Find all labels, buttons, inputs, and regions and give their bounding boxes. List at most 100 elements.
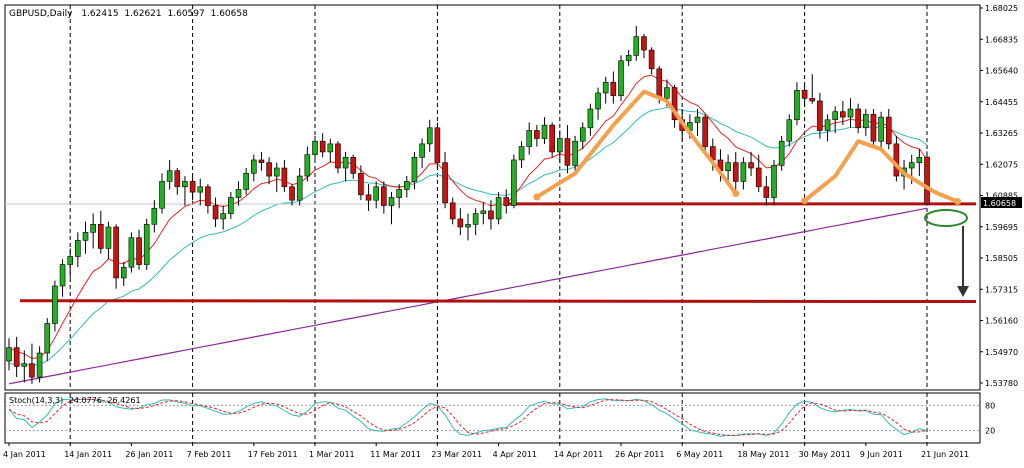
bull-candle <box>166 170 173 182</box>
bull-candle <box>59 264 66 287</box>
bear-candle <box>319 140 326 153</box>
bull-candle <box>595 92 601 110</box>
bull-candle <box>304 154 311 177</box>
bull-candle <box>832 111 839 121</box>
bear-candle <box>136 237 142 265</box>
bear-candle <box>174 170 181 188</box>
bull-candle <box>419 143 425 158</box>
stochastic-oscillator: 80 20 <box>5 398 995 437</box>
bull-candle <box>556 138 563 153</box>
bull-candle <box>740 162 747 182</box>
bull-candle <box>625 55 632 62</box>
head-shoulders-pattern <box>533 89 969 297</box>
bull-candle <box>694 116 701 123</box>
bear-candle <box>335 143 341 169</box>
bull-candle <box>541 124 548 139</box>
bear-candle <box>656 68 663 99</box>
x-tick-label: 17 Feb 2011 <box>248 450 298 459</box>
bull-candle <box>778 140 785 166</box>
bull-candle <box>182 181 188 188</box>
bear-candle <box>457 218 464 228</box>
x-tick-label: 7 Feb 2011 <box>187 450 232 459</box>
bear-candle <box>801 89 808 99</box>
x-tick-label: 26 Apr 2011 <box>615 450 664 459</box>
bull-candle <box>472 213 479 225</box>
current-price-box <box>981 197 1022 208</box>
y-tick-label: 1.68025 <box>985 4 1018 13</box>
bull-candle <box>197 186 204 193</box>
bull-candle <box>396 189 402 198</box>
bull-candle <box>526 130 533 147</box>
x-tick-label: 26 Jan 2011 <box>125 450 173 459</box>
y-tick-label: 1.65640 <box>985 67 1018 76</box>
bear-candle <box>648 49 655 70</box>
bull-candle <box>120 266 127 279</box>
bear-candle <box>732 162 739 182</box>
ma-mid-line <box>8 106 928 366</box>
bull-candle <box>44 323 51 354</box>
bear-candle <box>98 224 104 249</box>
bear-candle <box>885 116 892 145</box>
right-shoulder-curve <box>802 139 960 204</box>
bear-candle <box>358 173 364 196</box>
bull-candle <box>786 119 793 142</box>
y-tick-label: 1.66835 <box>985 35 1018 44</box>
current-price-label: 1.60658 <box>983 199 1016 208</box>
close-value: 1.60658 <box>211 9 248 19</box>
bull-candle <box>373 186 380 201</box>
bear-candle <box>350 156 357 174</box>
bear-candle <box>442 162 448 204</box>
x-tick-label: 4 Jan 2011 <box>3 450 46 459</box>
stoch-main-line <box>8 398 928 437</box>
time-axis: 4 Jan 2011 14 Jan 2011 26 Jan 2011 7 Feb 20… <box>3 443 969 459</box>
stoch-main-value: 24.0776 <box>69 396 102 405</box>
bull-candle <box>67 256 73 265</box>
bull-candle <box>794 89 800 121</box>
y-tick-label: 1.64455 <box>985 98 1018 107</box>
bear-candle <box>809 98 816 102</box>
bull-candle <box>602 81 609 94</box>
bear-candle <box>549 124 555 153</box>
bear-candle <box>748 162 754 169</box>
bull-candle <box>342 156 349 169</box>
bull-candle <box>916 156 923 163</box>
y-tick-label: 1.59695 <box>985 223 1018 232</box>
target-arrow-head <box>957 286 969 297</box>
x-tick-label: 11 Mar 2011 <box>370 450 421 459</box>
pattern-endpoint <box>954 198 962 206</box>
bull-candle <box>273 167 280 177</box>
bull-candle <box>664 87 670 99</box>
bull-candle <box>143 224 150 265</box>
bull-candle <box>312 140 318 155</box>
x-tick-label: 18 May 2011 <box>737 450 789 459</box>
bull-candle <box>235 189 242 198</box>
y-tick-label: 1.56160 <box>985 317 1018 326</box>
bull-candle <box>847 108 854 118</box>
main-panel-frame <box>4 4 981 391</box>
target-support-line <box>19 299 977 304</box>
x-tick-label: 4 Apr 2011 <box>493 450 537 459</box>
high-value: 1.62621 <box>124 9 161 19</box>
bear-candle <box>503 197 510 206</box>
bull-candle <box>518 146 525 161</box>
stoch-signal-value: 26.4261 <box>107 396 140 405</box>
bear-candle <box>564 138 571 166</box>
bull-candle <box>90 224 96 233</box>
bear-candle <box>434 127 441 163</box>
bull-candle <box>151 207 158 225</box>
bull-candle <box>75 240 81 257</box>
bear-candle <box>755 167 762 188</box>
bear-candle <box>671 87 678 121</box>
y-tick-label: 1.62075 <box>985 160 1018 169</box>
bear-candle <box>763 186 770 198</box>
bull-candle <box>128 237 135 268</box>
bull-candle <box>36 352 43 378</box>
x-tick-label: 9 Jun 2011 <box>860 450 903 459</box>
x-tick-label: 30 May 2011 <box>799 450 851 459</box>
bear-candle <box>893 143 900 177</box>
chart-header: GBPUSD,Daily 1.62415 1.62621 1.60597 1.6… <box>9 9 248 19</box>
stoch-label: Stoch(14,3,3) <box>9 396 63 405</box>
bull-candle <box>426 127 433 145</box>
bear-candle <box>365 194 372 201</box>
